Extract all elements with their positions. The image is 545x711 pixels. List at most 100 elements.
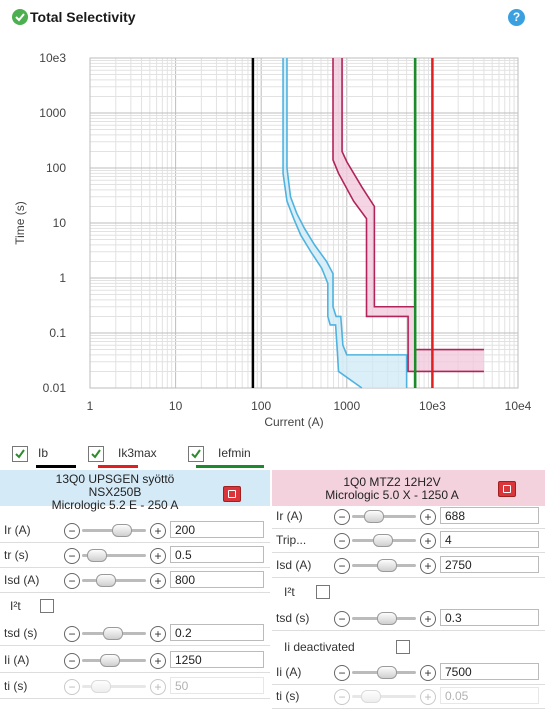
plus-icon[interactable]: + bbox=[150, 626, 166, 642]
setting-value-input[interactable]: 50 bbox=[170, 677, 264, 694]
checkbox-label: I²t bbox=[284, 585, 295, 599]
plus-icon[interactable]: + bbox=[420, 509, 436, 525]
checkbox[interactable] bbox=[316, 585, 330, 599]
plus-icon[interactable]: + bbox=[150, 679, 166, 695]
slider-handle[interactable] bbox=[95, 574, 116, 587]
divider bbox=[272, 630, 545, 631]
ii-deactivated-toggle: Ii deactivated bbox=[272, 635, 545, 661]
slider-handle[interactable] bbox=[91, 680, 112, 693]
slider-handle[interactable] bbox=[361, 690, 382, 703]
minus-icon[interactable]: − bbox=[334, 689, 350, 705]
setting-value-input[interactable]: 2750 bbox=[440, 556, 539, 573]
plus-icon[interactable]: + bbox=[150, 548, 166, 564]
left-device-panel: 13Q0 UPSGEN syöttö NSX250B Micrologic 5.… bbox=[0, 470, 270, 711]
minus-icon[interactable]: − bbox=[64, 548, 80, 564]
setting-value-input[interactable]: 0.5 bbox=[170, 546, 264, 563]
divider bbox=[272, 708, 545, 709]
divider bbox=[0, 645, 270, 646]
setting-value-input[interactable]: 1250 bbox=[170, 651, 264, 668]
setting-value-input[interactable]: 200 bbox=[170, 521, 264, 538]
minus-icon[interactable]: − bbox=[64, 679, 80, 695]
setting-value-input[interactable]: 688 bbox=[440, 507, 539, 524]
setting-row-ii-a-: Ii (A) − +1250 bbox=[0, 648, 270, 674]
page-title: Total Selectivity bbox=[30, 9, 136, 25]
minus-icon[interactable]: − bbox=[64, 653, 80, 669]
slider-handle[interactable] bbox=[102, 627, 123, 640]
plot-frame bbox=[89, 57, 519, 389]
minus-icon[interactable]: − bbox=[64, 626, 80, 642]
y-tick-label: 0.01 bbox=[43, 381, 67, 395]
divider bbox=[0, 592, 270, 593]
plus-icon[interactable]: + bbox=[420, 689, 436, 705]
lock-icon[interactable] bbox=[223, 486, 241, 502]
divider bbox=[272, 552, 545, 553]
setting-row-ti-s-: ti (s) − +0.05 bbox=[272, 684, 545, 710]
series-band-2 bbox=[333, 58, 484, 372]
check-icon bbox=[15, 449, 25, 459]
right-panel-header: 1Q0 MTZ2 12H2V Micrologic 5.0 X - 1250 A bbox=[272, 470, 545, 506]
setting-value-input[interactable]: 800 bbox=[170, 571, 264, 588]
minus-icon[interactable]: − bbox=[64, 523, 80, 539]
minus-icon[interactable]: − bbox=[334, 611, 350, 627]
setting-label: tsd (s) bbox=[276, 611, 310, 625]
slider-track[interactable] bbox=[82, 685, 146, 688]
y-tick-label: 0.1 bbox=[49, 326, 66, 340]
device-name: 1Q0 MTZ2 12H2V bbox=[343, 475, 441, 489]
slider-handle[interactable] bbox=[363, 510, 384, 523]
check-circle-icon bbox=[12, 9, 28, 25]
series-upper-1 bbox=[286, 58, 408, 388]
setting-label: Trip... bbox=[276, 533, 307, 547]
legend-label: Ik3max bbox=[118, 446, 157, 460]
header: Total Selectivity ? bbox=[0, 0, 545, 36]
legend-checkbox[interactable] bbox=[188, 446, 204, 462]
plus-icon[interactable]: + bbox=[150, 653, 166, 669]
divider bbox=[0, 672, 270, 673]
minus-icon[interactable]: − bbox=[334, 665, 350, 681]
slider-handle[interactable] bbox=[372, 534, 393, 547]
slider-handle[interactable] bbox=[377, 559, 398, 572]
plus-icon[interactable]: + bbox=[150, 523, 166, 539]
slider-handle[interactable] bbox=[111, 524, 132, 537]
slider-handle[interactable] bbox=[377, 612, 398, 625]
legend-checkbox[interactable] bbox=[12, 446, 28, 462]
setting-label: ti (s) bbox=[4, 679, 28, 693]
legend-checkbox[interactable] bbox=[88, 446, 104, 462]
slider-track[interactable] bbox=[352, 515, 416, 518]
setting-row-trip-: Trip... − +4 bbox=[272, 528, 545, 554]
plus-icon[interactable]: + bbox=[150, 573, 166, 589]
device-name: 13Q0 UPSGEN syöttö bbox=[55, 472, 175, 486]
setting-value-input[interactable]: 0.2 bbox=[170, 624, 264, 641]
lock-icon[interactable] bbox=[498, 481, 516, 497]
minus-icon[interactable]: − bbox=[334, 509, 350, 525]
slider-handle[interactable] bbox=[100, 654, 121, 667]
minus-icon[interactable]: − bbox=[334, 558, 350, 574]
checkbox[interactable] bbox=[396, 640, 410, 654]
checkbox[interactable] bbox=[40, 599, 54, 613]
plus-icon[interactable]: + bbox=[420, 611, 436, 627]
plus-icon[interactable]: + bbox=[420, 665, 436, 681]
slider-track[interactable] bbox=[82, 554, 146, 557]
slider-handle[interactable] bbox=[86, 549, 107, 562]
i2t-toggle: I²t bbox=[272, 580, 545, 606]
setting-row-ir-a-: Ir (A) − +200 bbox=[0, 518, 270, 544]
setting-value-input[interactable]: 4 bbox=[440, 531, 539, 548]
minus-icon[interactable]: − bbox=[64, 573, 80, 589]
right-device-panel: 1Q0 MTZ2 12H2V Micrologic 5.0 X - 1250 A… bbox=[272, 470, 545, 711]
legend-swatch bbox=[196, 465, 264, 468]
y-axis-label: Time (s) bbox=[13, 201, 27, 245]
setting-value-input[interactable]: 0.05 bbox=[440, 687, 539, 704]
slider-track[interactable] bbox=[352, 695, 416, 698]
slider-handle[interactable] bbox=[377, 666, 398, 679]
divider bbox=[272, 577, 545, 578]
minus-icon[interactable]: − bbox=[334, 533, 350, 549]
setting-value-input[interactable]: 7500 bbox=[440, 663, 539, 680]
plus-icon[interactable]: + bbox=[420, 533, 436, 549]
setting-label: ti (s) bbox=[276, 689, 300, 703]
left-panel-header: 13Q0 UPSGEN syöttö NSX250B Micrologic 5.… bbox=[0, 470, 270, 512]
plus-icon[interactable]: + bbox=[420, 558, 436, 574]
help-icon[interactable]: ? bbox=[508, 9, 525, 26]
device-model: NSX250B bbox=[88, 485, 142, 499]
x-tick-label: 10 bbox=[169, 399, 183, 413]
x-axis-label: Current (A) bbox=[264, 415, 323, 429]
setting-value-input[interactable]: 0.3 bbox=[440, 609, 539, 626]
